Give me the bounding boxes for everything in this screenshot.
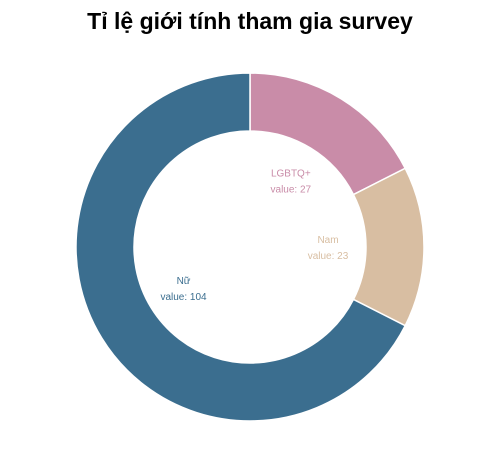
slice-value-n: value: 104 [160,292,207,303]
slice-value-lgbtq: value: 27 [271,185,312,196]
slice-label-n: Nữ [177,276,191,287]
slice-label-nam: Nam [317,235,338,246]
slice-value-nam: value: 23 [308,251,349,262]
slice-nam [352,167,425,327]
chart-title: Tỉ lệ giới tính tham gia survey [87,8,413,34]
slice-n [75,72,407,422]
slice-label-lgbtq: LGBTQ+ [271,169,311,180]
